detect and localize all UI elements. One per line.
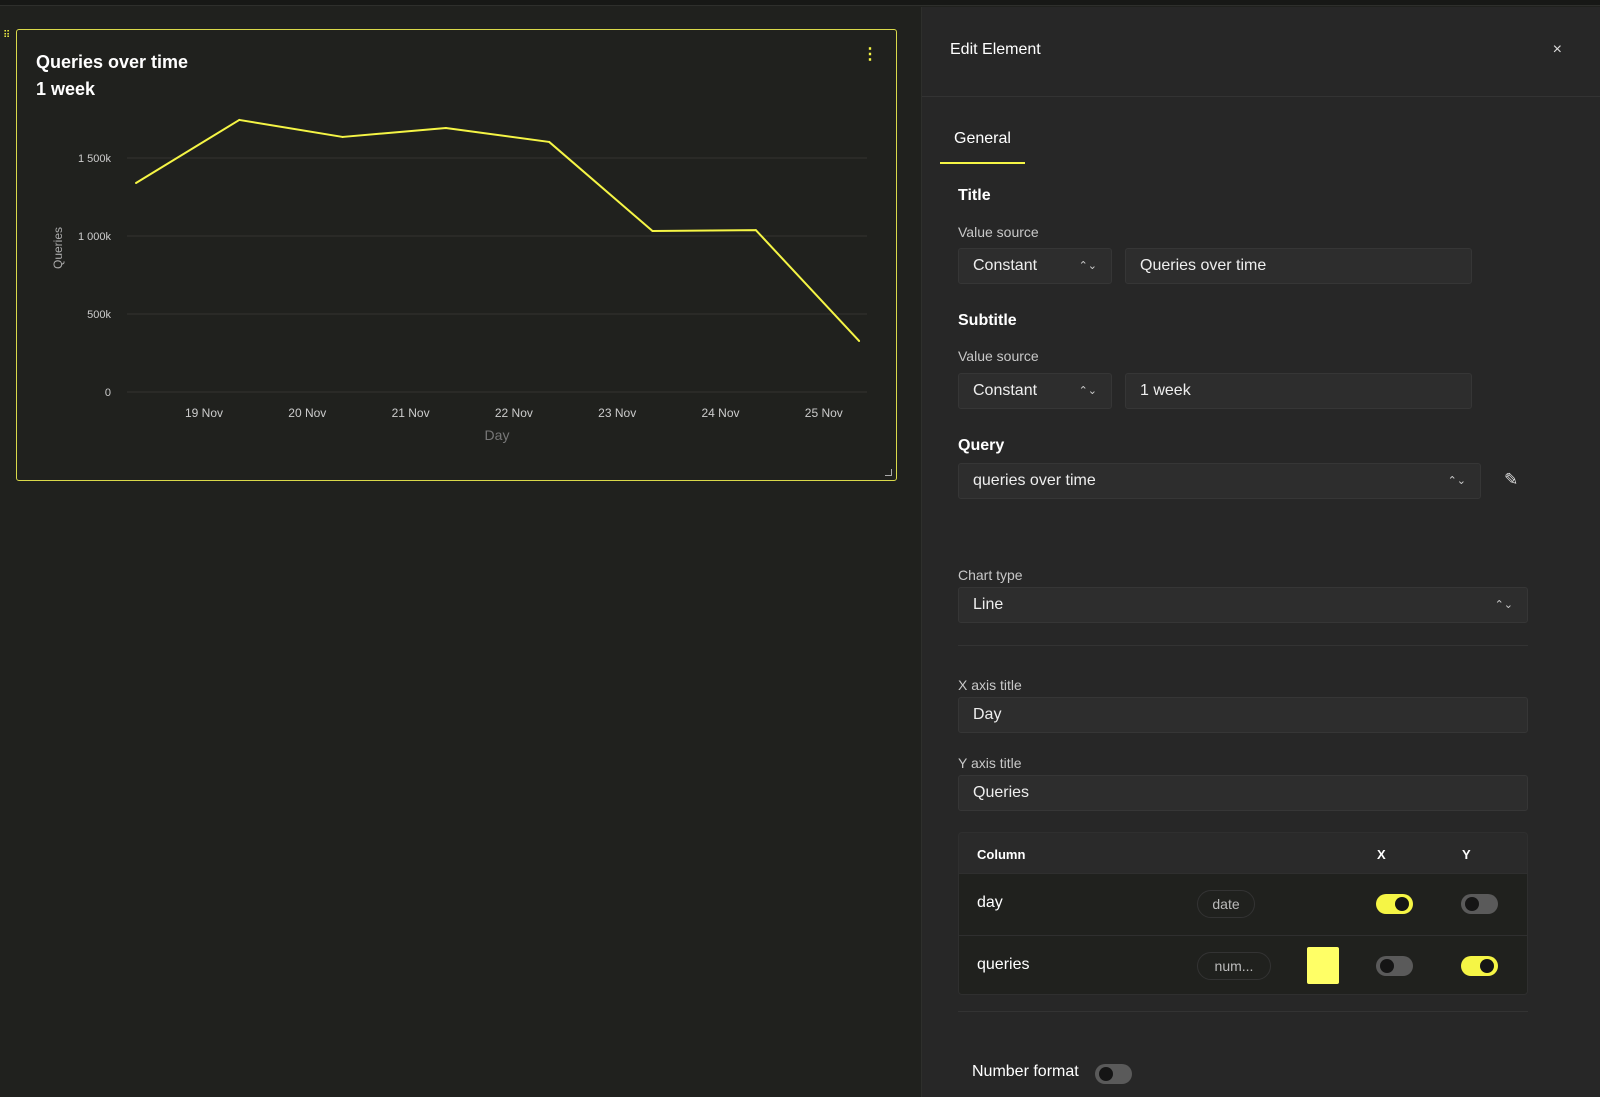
edit-element-panel: Edit Element × General Title Value sourc… — [921, 7, 1600, 1097]
series-line — [135, 118, 860, 342]
table-row: day date — [959, 873, 1527, 935]
data-point — [858, 339, 861, 342]
chevron-updown-icon: ⌃⌄ — [1447, 475, 1466, 487]
panel-header: Edit Element × — [922, 7, 1600, 97]
more-options-icon[interactable]: ⋮ — [862, 46, 878, 63]
query-value: queries over time — [973, 472, 1096, 489]
title-source-value: Constant — [973, 257, 1038, 274]
column-type-badge: date — [1197, 890, 1255, 918]
column-name: queries — [977, 956, 1030, 973]
number-format-label: Number format — [972, 1063, 1079, 1080]
y-axis-title: Queries — [51, 227, 65, 269]
columns-table: Column X Y day date queries num... — [958, 832, 1528, 995]
chevron-updown-icon: ⌃⌄ — [1078, 260, 1097, 272]
x-tick-label: 19 Nov — [185, 406, 223, 420]
data-point — [444, 127, 447, 130]
x-axis-title-input[interactable]: Day — [958, 697, 1528, 733]
column-name: day — [977, 894, 1003, 911]
resize-handle-icon[interactable] — [885, 469, 892, 476]
widget-subtitle: 1 week — [36, 79, 96, 99]
x-axis-toggle[interactable] — [1376, 956, 1413, 976]
table-header: Column X Y — [959, 833, 1527, 873]
column-header: Column — [977, 847, 1026, 862]
x-header: X — [1377, 847, 1386, 862]
series-color-swatch[interactable] — [1307, 947, 1339, 984]
drag-handle-icon[interactable]: ⠿ — [3, 30, 10, 41]
y-axis-toggle[interactable] — [1461, 894, 1498, 914]
data-point — [754, 229, 757, 232]
data-point — [238, 118, 241, 121]
x-tick-label: 22 Nov — [495, 406, 533, 420]
x-axis-title-label: X axis title — [958, 677, 1022, 693]
divider — [958, 645, 1528, 646]
y-axis-title-input[interactable]: Queries — [958, 775, 1528, 811]
chart-type-select[interactable]: Line ⌃⌄ — [958, 587, 1528, 623]
subtitle-section-heading: Subtitle — [958, 312, 1017, 329]
title-section-heading: Title — [958, 187, 991, 204]
chart-type-label: Chart type — [958, 567, 1023, 583]
title-input[interactable]: Queries over time — [1125, 248, 1472, 284]
column-type-badge: num... — [1197, 952, 1271, 980]
widget-title: Queries over time — [36, 52, 189, 72]
table-row: queries num... — [959, 935, 1527, 994]
query-section-heading: Query — [958, 437, 1005, 454]
divider — [958, 1011, 1528, 1012]
edit-query-pencil-icon[interactable]: ✎ — [1504, 470, 1519, 489]
chevron-updown-icon: ⌃⌄ — [1078, 385, 1097, 397]
x-tick-label: 25 Nov — [805, 406, 843, 420]
x-tick-label: 23 Nov — [598, 406, 636, 420]
top-bar — [0, 0, 1600, 6]
subtitle-input[interactable]: 1 week — [1125, 373, 1472, 409]
x-tick-label: 21 Nov — [392, 406, 430, 420]
x-axis-title: Day — [485, 427, 510, 443]
subtitle-source-select[interactable]: Constant ⌃⌄ — [958, 373, 1112, 409]
data-point — [548, 140, 551, 143]
x-tick-label: 20 Nov — [288, 406, 326, 420]
panel-title: Edit Element — [950, 41, 1041, 58]
line-chart: 0 500k 1 000k 1 500k 19 Nov 20 Nov 21 Nov 22 No… — [51, 118, 867, 443]
x-axis-toggle[interactable] — [1376, 894, 1413, 914]
chart-type-value: Line — [973, 596, 1004, 613]
tab-general[interactable]: General — [940, 119, 1025, 164]
y-axis-title-label: Y axis title — [958, 755, 1022, 771]
data-point — [135, 181, 137, 184]
data-point — [341, 135, 344, 138]
query-select[interactable]: queries over time ⌃⌄ — [958, 463, 1481, 499]
x-tick-label: 24 Nov — [701, 406, 739, 420]
y-tick-label: 500k — [87, 309, 111, 321]
title-value-source-label: Value source — [958, 224, 1039, 240]
close-icon[interactable]: × — [1552, 41, 1562, 58]
subtitle-source-value: Constant — [973, 382, 1038, 399]
title-source-select[interactable]: Constant ⌃⌄ — [958, 248, 1112, 284]
chart-widget[interactable]: Queries over time 1 week ⋮ 0 500k 1 000k 1 … — [16, 29, 897, 481]
y-tick-label: 1 000k — [78, 231, 112, 243]
y-axis-toggle[interactable] — [1461, 956, 1498, 976]
number-format-toggle[interactable] — [1095, 1064, 1132, 1084]
y-tick-label: 1 500k — [78, 153, 112, 165]
chevron-updown-icon: ⌃⌄ — [1494, 599, 1513, 611]
y-tick-label: 0 — [105, 387, 111, 399]
subtitle-value-source-label: Value source — [958, 348, 1039, 364]
y-header: Y — [1462, 847, 1471, 862]
data-point — [651, 230, 654, 233]
